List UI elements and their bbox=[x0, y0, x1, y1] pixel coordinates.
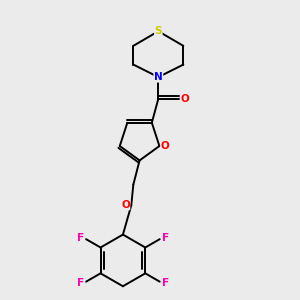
Text: F: F bbox=[77, 278, 84, 288]
Text: O: O bbox=[121, 200, 130, 210]
Text: N: N bbox=[154, 72, 163, 82]
Text: O: O bbox=[181, 94, 189, 104]
Text: O: O bbox=[161, 141, 170, 151]
Text: F: F bbox=[162, 278, 169, 288]
Text: S: S bbox=[154, 26, 162, 36]
Text: F: F bbox=[162, 232, 169, 242]
Text: F: F bbox=[77, 232, 84, 242]
